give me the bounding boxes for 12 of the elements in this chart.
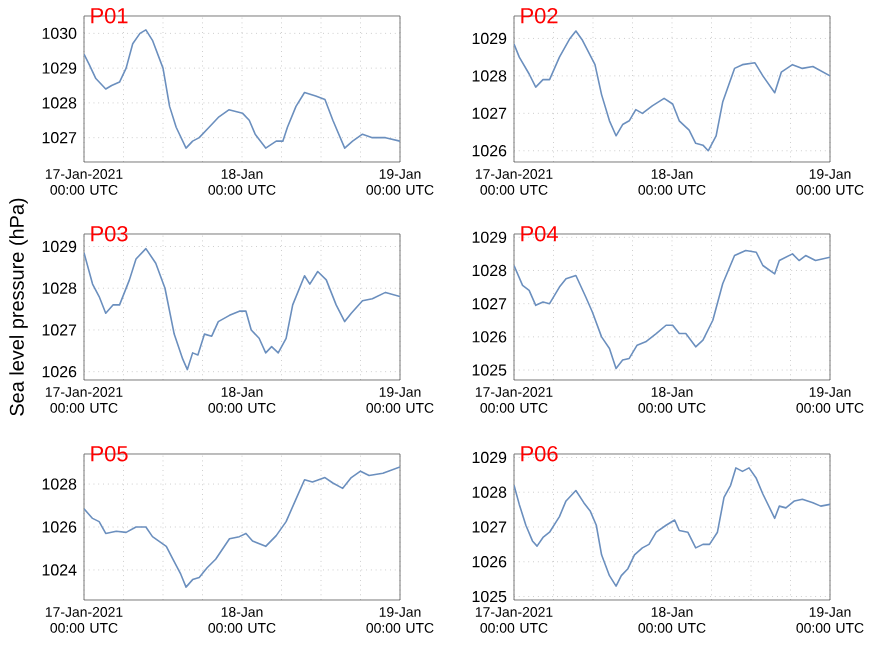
chart-title: P03 [91,225,128,242]
line-series [514,249,831,370]
chart-title: P02 [521,7,558,24]
chart-title: P05 [91,445,128,462]
chart-title: P04 [521,225,558,242]
line-series [514,30,831,152]
chart-title: P06 [521,445,558,462]
line-series [514,467,831,587]
y-axis-title: Sea level pressure (hPa) [9,198,28,416]
line-series [84,466,400,588]
line-series [84,29,400,149]
chart-title: P01 [91,7,128,24]
